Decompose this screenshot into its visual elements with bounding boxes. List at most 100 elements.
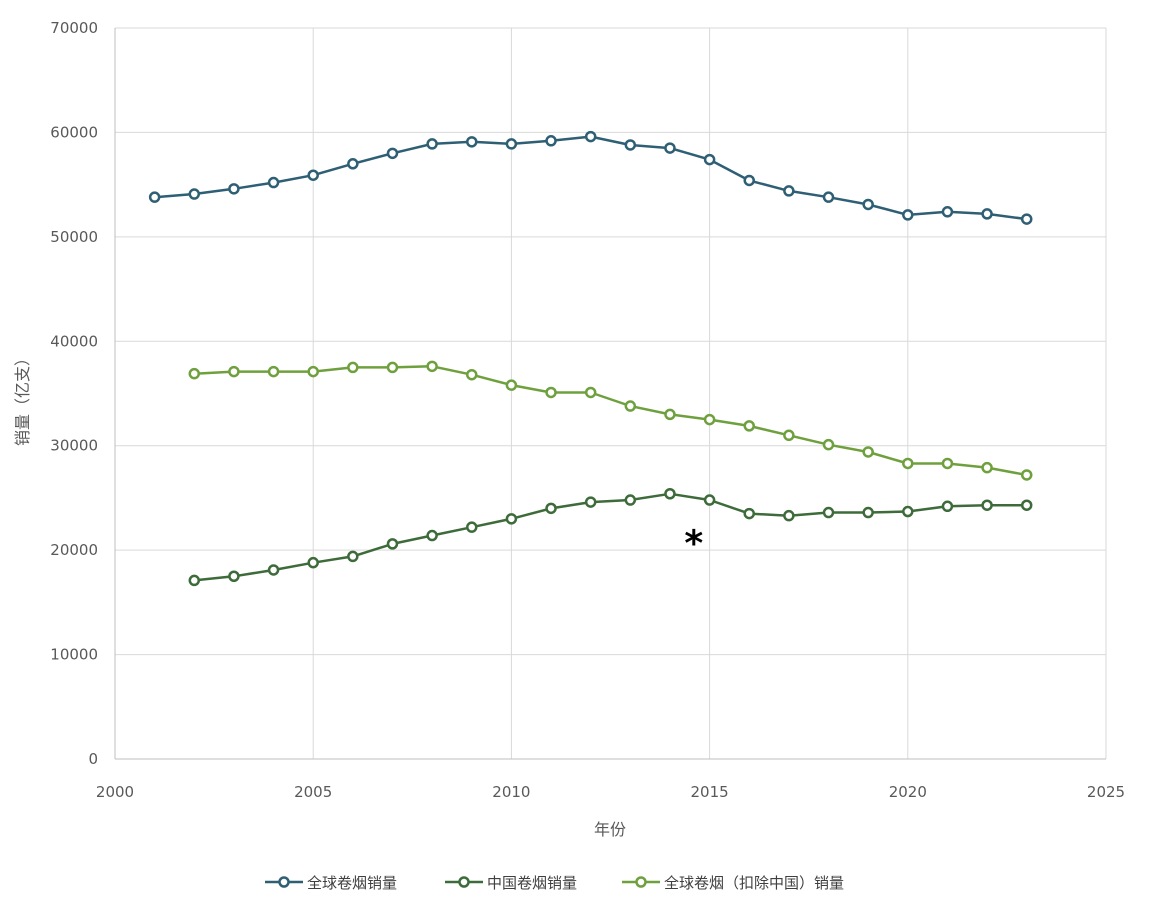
data-point — [902, 209, 914, 221]
y-tick-label: 30000 — [50, 437, 98, 455]
data-point — [188, 574, 201, 587]
tick-labels: 0 10000 20000 30000 40000 50000 60000 70000 2000… — [50, 19, 1125, 801]
x-tick-label: 2020 — [889, 783, 927, 801]
data-point — [941, 500, 954, 513]
y-tick-label: 10000 — [50, 646, 98, 664]
legend-item-2: 中国卷烟销量 — [445, 874, 577, 892]
data-point — [783, 185, 795, 197]
y-tick-label: 40000 — [50, 332, 98, 350]
x-tick-label: 2015 — [691, 783, 729, 801]
annotation-asterisk: * — [684, 524, 703, 565]
data-point — [624, 400, 637, 412]
data-point — [505, 138, 518, 150]
data-point — [981, 461, 993, 474]
x-tick-label: 2010 — [492, 783, 530, 801]
legend-label: 中国卷烟销量 — [487, 874, 577, 892]
data-point — [1020, 499, 1033, 511]
x-tick-label: 2000 — [96, 783, 134, 801]
data-point — [703, 494, 716, 506]
data-point — [347, 361, 359, 374]
series-line — [194, 492, 1027, 582]
y-tick-label: 20000 — [50, 541, 98, 559]
data-point — [1020, 469, 1033, 481]
data-point — [822, 191, 835, 203]
data-point — [505, 513, 518, 525]
data-point — [307, 556, 319, 569]
data-point — [664, 488, 676, 500]
grid — [114, 27, 1107, 760]
data-point — [386, 147, 399, 160]
legend-item-1: 全球卷烟销量 — [265, 874, 397, 892]
data-point — [584, 496, 597, 508]
data-point — [862, 198, 874, 211]
series-1 — [148, 130, 1033, 225]
legend-item-3: 全球卷烟（扣除中国）销量 — [622, 874, 844, 892]
data-point — [981, 208, 993, 220]
legend-label: 全球卷烟（扣除中国）销量 — [664, 874, 844, 892]
legend-marker — [278, 876, 290, 888]
data-point — [822, 506, 835, 519]
data-point — [981, 499, 993, 511]
series-2 — [188, 488, 1033, 587]
data-point — [307, 169, 319, 181]
data-point — [426, 138, 438, 150]
data-point — [426, 360, 438, 373]
data-point — [624, 494, 637, 506]
legend-marker — [458, 876, 470, 888]
y-tick-label: 70000 — [50, 19, 98, 37]
data-point — [188, 367, 201, 380]
data-point — [1020, 213, 1033, 225]
data-point — [743, 174, 755, 187]
legend-label: 全球卷烟销量 — [307, 874, 397, 892]
series-line — [154, 135, 1027, 221]
data-point — [941, 206, 954, 218]
y-tick-label: 50000 — [50, 228, 98, 246]
x-tick-label: 2005 — [294, 783, 332, 801]
data-point — [822, 438, 835, 451]
data-point — [148, 191, 161, 203]
data-point — [545, 386, 557, 399]
data-point — [386, 361, 399, 374]
legend: 全球卷烟销量 中国卷烟销量 全球卷烟（扣除中国）销量 — [265, 874, 844, 892]
data-point — [703, 413, 716, 426]
data-point — [466, 136, 478, 148]
data-point — [267, 564, 280, 576]
data-point — [902, 457, 914, 470]
data-point — [624, 139, 637, 151]
data-point — [664, 142, 676, 154]
data-point — [743, 507, 755, 520]
x-axis-title: 年份 — [594, 820, 626, 839]
data-point — [347, 158, 359, 170]
data-point — [228, 570, 240, 582]
data-point — [267, 365, 280, 378]
data-point — [862, 506, 874, 519]
data-point — [584, 130, 597, 143]
series-group — [148, 130, 1033, 587]
data-point — [783, 429, 795, 442]
y-tick-label: 60000 — [50, 123, 98, 141]
legend-marker — [635, 876, 647, 888]
series-line — [194, 365, 1027, 477]
data-point — [584, 386, 597, 399]
y-axis-title: 销量（亿支） — [13, 350, 32, 446]
data-point — [426, 529, 438, 542]
axes — [114, 28, 1106, 760]
data-point — [466, 368, 478, 381]
data-point — [347, 550, 359, 563]
data-point — [228, 183, 240, 195]
data-point — [188, 188, 201, 200]
series-3 — [188, 360, 1033, 481]
data-point — [545, 135, 557, 147]
data-point — [703, 153, 716, 166]
data-point — [743, 420, 755, 432]
data-point — [505, 379, 518, 391]
data-point — [228, 365, 240, 378]
data-point — [783, 509, 795, 522]
data-point — [941, 457, 954, 470]
y-tick-label: 0 — [88, 750, 98, 768]
data-point — [267, 176, 280, 189]
data-point — [386, 538, 399, 550]
data-point — [664, 408, 676, 421]
